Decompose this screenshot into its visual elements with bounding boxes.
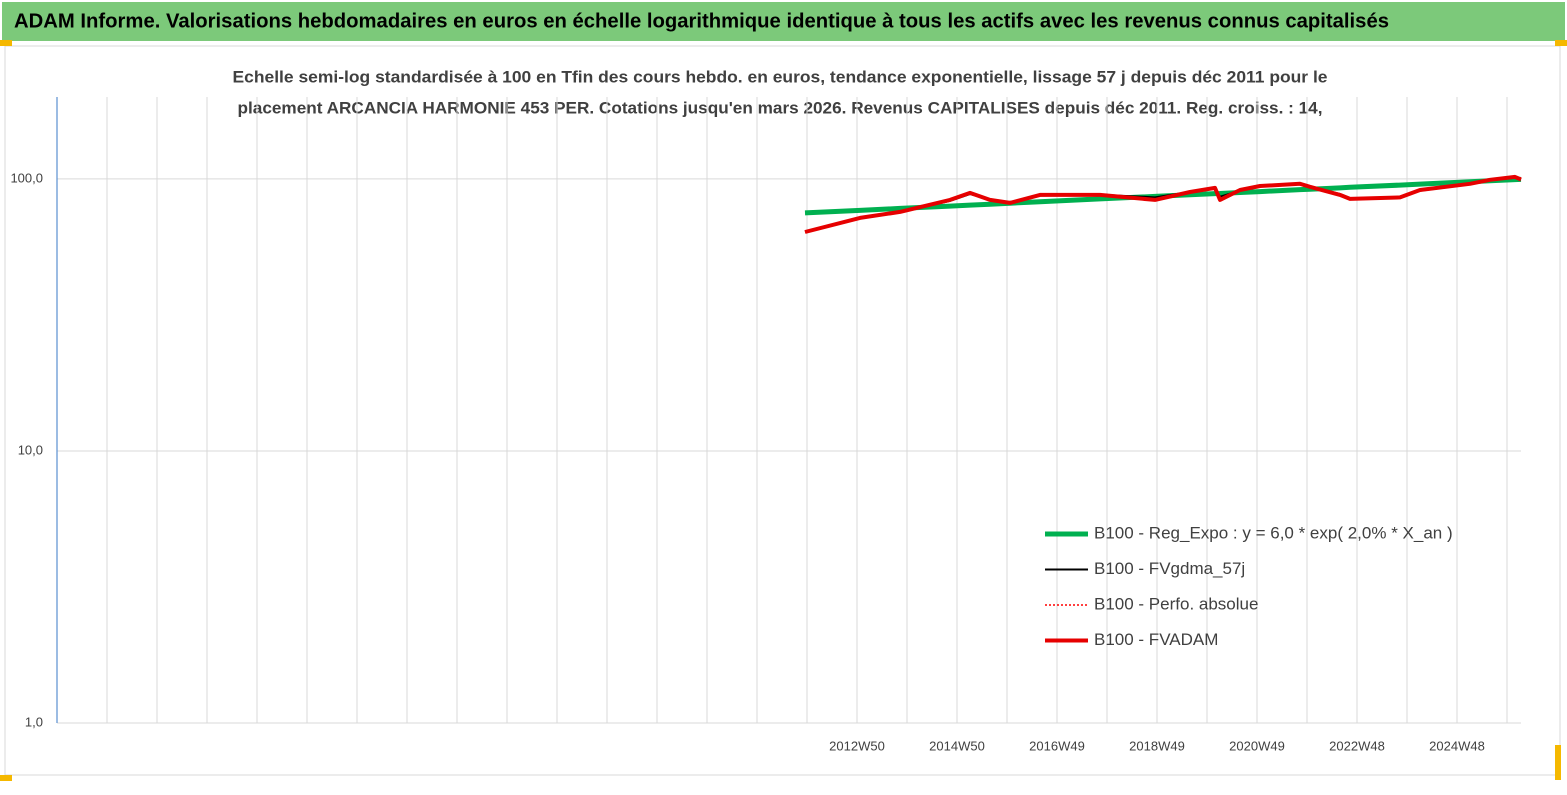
x-tick-label: 2018W49 <box>1129 738 1185 753</box>
y-tick-label: 1,0 <box>25 714 43 729</box>
chart-title: Echelle semi-log standardisée à 100 en T… <box>233 67 1328 86</box>
chart-subtitle: placement ARCANCIA HARMONIE 453 PER. Cot… <box>238 98 1323 117</box>
corner <box>0 40 12 46</box>
legend-label: B100 - FVgdma_57j <box>1094 559 1245 578</box>
series-line <box>804 174 1522 234</box>
x-tick-label: 2016W49 <box>1029 738 1085 753</box>
corner <box>0 775 12 781</box>
legend-label: B100 - Reg_Expo : y = 6,0 * exp( 2,0% * … <box>1094 523 1453 542</box>
y-tick-label: 100,0 <box>10 170 43 185</box>
x-tick-label: 2012W50 <box>829 738 885 753</box>
x-tick-label: 2020W49 <box>1229 738 1285 753</box>
x-tick-label: 2022W48 <box>1329 738 1385 753</box>
corner <box>1555 40 1567 46</box>
chart-frame <box>4 45 1561 776</box>
x-tick-label: 2014W50 <box>929 738 985 753</box>
x-tick-label: 2024W48 <box>1429 738 1485 753</box>
corner <box>1555 745 1561 780</box>
header-title: ADAM Informe. Valorisations hebdomadaire… <box>14 10 1389 32</box>
header-bar <box>2 2 1565 41</box>
legend-label: B100 - FVADAM <box>1094 630 1218 649</box>
y-tick-label: 10,0 <box>18 442 43 457</box>
series-line <box>804 176 1522 216</box>
legend-label: B100 - Perfo. absolue <box>1094 594 1258 613</box>
